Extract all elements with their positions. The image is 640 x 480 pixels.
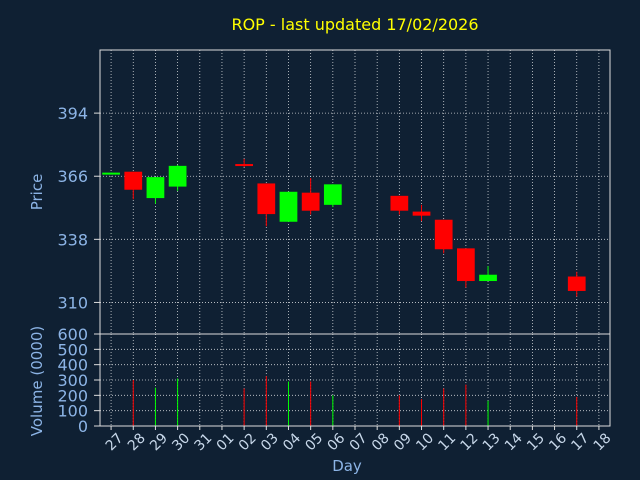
price-panel: 394 366 338 310 <box>57 49 611 335</box>
candle <box>279 191 298 222</box>
price-tick-label: 338 <box>57 230 88 249</box>
x-tick-label: 02 <box>236 430 260 454</box>
x-tick-label: 28 <box>125 430 149 454</box>
candle <box>235 158 253 167</box>
candle <box>323 184 342 208</box>
volume-tick-label: 0 <box>78 417 88 436</box>
x-tick-label: 18 <box>591 430 615 454</box>
volume-tick-label: 500 <box>57 340 88 359</box>
x-tick-label: 08 <box>369 430 393 454</box>
candle-body <box>146 177 165 199</box>
candle-body <box>434 219 453 250</box>
candle <box>146 177 165 204</box>
x-tick-label: 01 <box>214 430 238 454</box>
x-tick-label: 29 <box>147 430 171 454</box>
candle <box>412 204 431 222</box>
chart-title: ROP - last updated 17/02/2026 <box>231 15 478 34</box>
candle <box>567 271 586 297</box>
x-tick-label: 12 <box>458 430 482 454</box>
candle <box>124 171 143 200</box>
x-tick-label: 07 <box>347 430 371 454</box>
candle-body <box>124 171 143 190</box>
candle <box>257 183 276 227</box>
candle <box>390 195 409 215</box>
price-tick-label: 394 <box>57 104 88 123</box>
x-tick-label: 27 <box>103 430 127 454</box>
candle-body <box>479 274 497 282</box>
x-tick-label: 17 <box>568 430 592 454</box>
candle-body <box>301 192 320 211</box>
candle-body <box>279 191 298 222</box>
price-axis-label: Price <box>28 174 46 211</box>
candle <box>434 219 453 254</box>
x-tick-label: 13 <box>480 430 504 454</box>
x-tick-label: 04 <box>280 430 304 454</box>
x-tick-label: 14 <box>502 430 526 454</box>
x-tick-label: 31 <box>191 430 215 454</box>
candle-body <box>257 183 276 215</box>
volume-tick-label: 200 <box>57 386 88 405</box>
candle <box>168 164 187 191</box>
candle-body <box>412 211 431 216</box>
volume-tick-label: 100 <box>57 402 88 421</box>
candle-body <box>323 184 342 205</box>
x-tick-label: 15 <box>524 430 548 454</box>
candle-body <box>457 248 475 282</box>
price-tick-label: 310 <box>57 293 88 312</box>
candle-body <box>168 165 187 187</box>
x-axis-label: Day <box>332 457 362 475</box>
candle <box>457 248 475 288</box>
candle-body <box>235 164 253 167</box>
candle-body <box>567 276 586 291</box>
x-tick-label: 03 <box>258 430 282 454</box>
candle <box>301 178 320 215</box>
volume-axis-label: Volume (0000) <box>28 326 46 436</box>
x-tick-label: 09 <box>391 430 415 454</box>
x-tick-label: 30 <box>169 430 193 454</box>
x-tick-label: 16 <box>546 430 570 454</box>
price-tick-label: 366 <box>57 167 88 186</box>
candle <box>102 172 120 175</box>
volume-tick-label: 400 <box>57 356 88 375</box>
x-tick-label: 10 <box>413 430 437 454</box>
candle <box>479 266 497 282</box>
volume-tick-label: 300 <box>57 371 88 390</box>
candle-body <box>102 172 120 175</box>
volume-tick-label: 600 <box>57 325 88 344</box>
x-tick-label: 11 <box>435 430 459 454</box>
candle-body <box>390 195 409 211</box>
x-tick-label: 05 <box>302 430 326 454</box>
x-tick-label: 06 <box>325 430 349 454</box>
